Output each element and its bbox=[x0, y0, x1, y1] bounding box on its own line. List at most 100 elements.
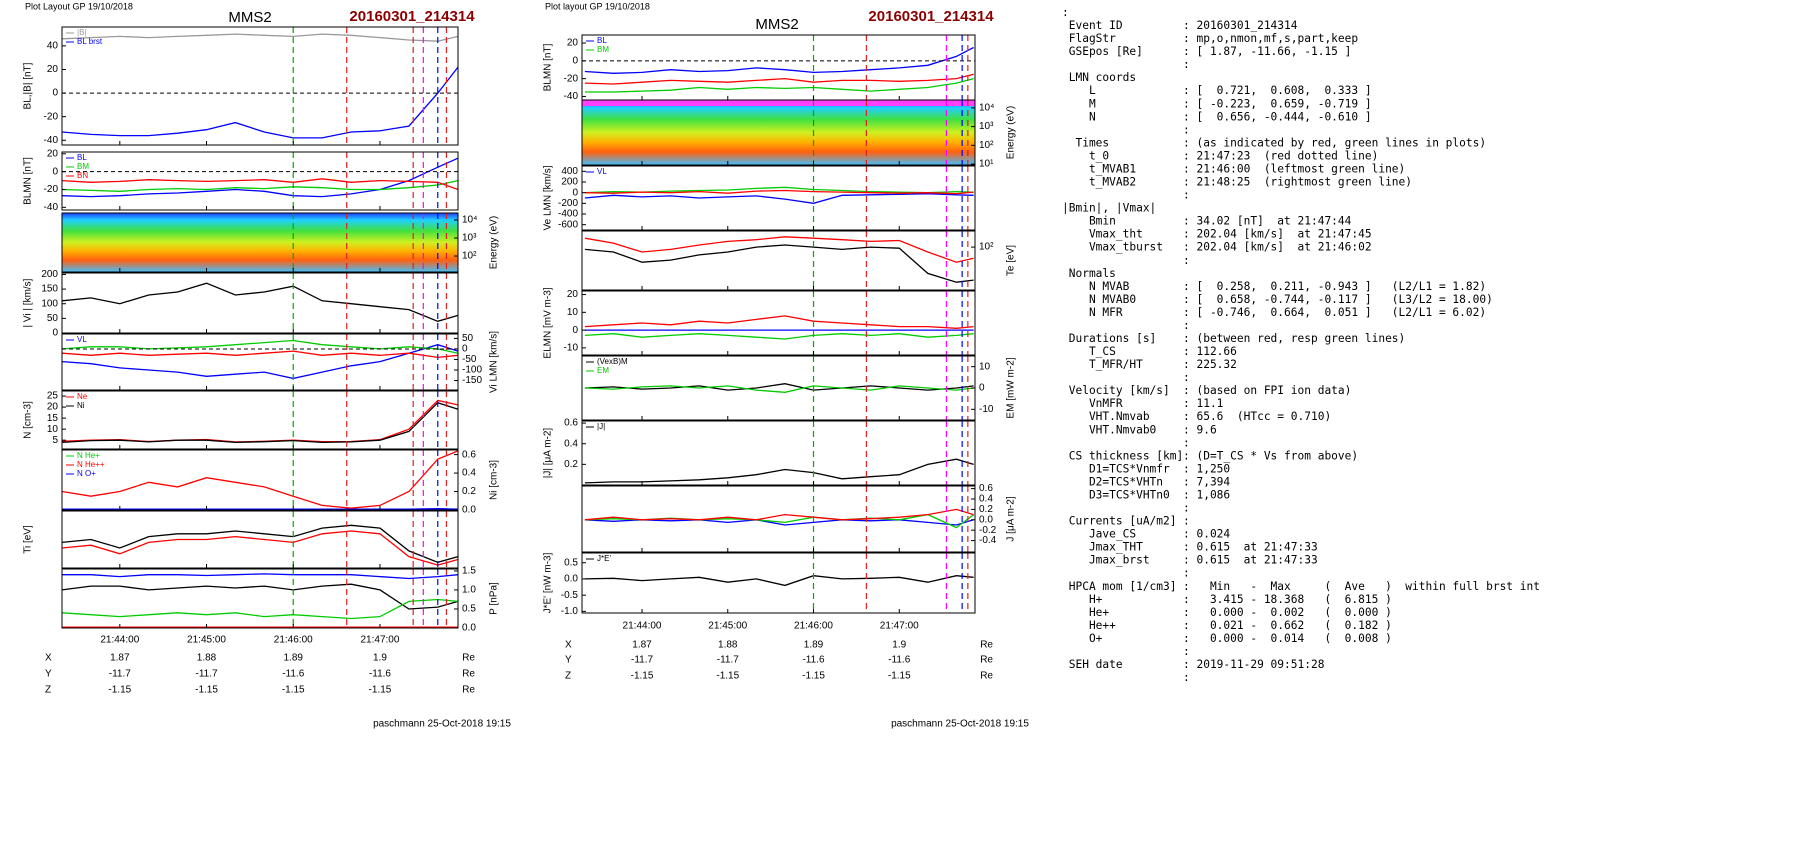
listing-label: M bbox=[1062, 97, 1096, 110]
coord-value: -1.15 bbox=[888, 671, 911, 682]
series-line bbox=[584, 77, 974, 93]
coord-unit: Re bbox=[462, 653, 475, 664]
panel-frame bbox=[61, 272, 459, 334]
figure-title: MMS2 bbox=[228, 9, 271, 26]
coord-unit: Re bbox=[980, 640, 993, 651]
listing-value: : 65.6 (HTcc = 0.710) bbox=[1183, 410, 1331, 423]
y-tick-label: 0 bbox=[52, 328, 58, 339]
panel-frame bbox=[61, 26, 459, 146]
y-tick-label: -0.5 bbox=[561, 590, 579, 601]
listing-label: t_0 bbox=[1062, 149, 1109, 162]
y-tick-label: 100 bbox=[41, 298, 58, 309]
y-tick-label: 0 bbox=[572, 325, 578, 336]
coord-value: -11.6 bbox=[802, 655, 824, 666]
listing-value: : 112.66 bbox=[1183, 345, 1237, 358]
listing-value: : bbox=[1183, 123, 1190, 136]
listing-value: : [ 0.721, 0.608, 0.333 ] bbox=[1183, 84, 1372, 97]
y-axis-label: Energy (eV) bbox=[489, 216, 500, 269]
series-line bbox=[61, 598, 459, 620]
coord-name: X bbox=[45, 653, 52, 664]
coord-value: -1.15 bbox=[108, 685, 131, 696]
coord-unit: Re bbox=[980, 655, 993, 666]
y-tick-label: 0 bbox=[52, 88, 58, 99]
listing-value: : [ 0.658, -0.744, -0.117 ] (L3/L2 = 18.… bbox=[1183, 293, 1493, 306]
panel: |B|BL brst -40 -20 0 20 40 BL,|B| [nT] bbox=[23, 26, 459, 146]
series-line bbox=[61, 399, 459, 443]
listing-value: : bbox=[1183, 371, 1190, 384]
coord-name: Z bbox=[565, 671, 571, 682]
y-tick-label: 20 bbox=[47, 64, 59, 75]
y-tick-label: -40 bbox=[44, 202, 59, 213]
coord-value: -11.7 bbox=[717, 655, 739, 666]
y-tick-label: 10⁴ bbox=[462, 215, 477, 226]
series-line bbox=[584, 189, 974, 195]
listing-label: t_MVAB1 bbox=[1062, 162, 1136, 175]
x-tick-label: 21:44:00 bbox=[623, 621, 662, 632]
series-line bbox=[584, 575, 974, 587]
listing-value: : bbox=[1183, 189, 1190, 202]
panel: N He+N He++N O+ 0.6 0.4 0.2 0.0 Ni [cm-3] bbox=[61, 449, 500, 516]
legend-label: BN bbox=[77, 171, 88, 180]
coord-value: -1.15 bbox=[195, 685, 218, 696]
legend-label: BM bbox=[77, 162, 89, 171]
y-tick-label: 10¹ bbox=[979, 159, 994, 170]
legend-label: Ne bbox=[77, 392, 88, 401]
y-tick-label: 10² bbox=[979, 242, 994, 253]
listing-value: : [ 1.87, -11.66, -1.15 ] bbox=[1183, 45, 1351, 58]
coord-value: -1.15 bbox=[282, 685, 305, 696]
y-tick-label: 25 bbox=[47, 391, 59, 402]
legend-label: |J| bbox=[597, 422, 605, 431]
y-tick-label: 0.2 bbox=[979, 504, 993, 515]
legend-label: EM bbox=[597, 366, 609, 375]
event-id: 20160301_214314 bbox=[868, 8, 994, 25]
listing-value: : bbox=[1183, 515, 1190, 528]
y-tick-label: 400 bbox=[561, 166, 578, 177]
listing-value: : 2019-11-29 09:51:28 bbox=[1183, 658, 1325, 671]
listing-label: FlagStr bbox=[1062, 32, 1116, 45]
y-axis-label: BL,|B| [nT] bbox=[23, 62, 34, 109]
listing-value: : 225.32 bbox=[1183, 358, 1237, 371]
y-tick-label: 20 bbox=[567, 289, 579, 300]
y-axis-label: EM [mW m-2] bbox=[1006, 357, 1017, 418]
y-axis-label: J*E' [nW m-3] bbox=[543, 552, 554, 613]
x-tick-label: 21:47:00 bbox=[360, 635, 399, 646]
listing-label: Jmax_THT bbox=[1062, 541, 1143, 554]
y-tick-label: 10² bbox=[462, 251, 477, 262]
coord-name: X bbox=[565, 640, 572, 651]
panel: 0.60.40.20.0-0.2-0.4 J [μA m-2] bbox=[581, 483, 1017, 553]
coord-value: -11.7 bbox=[109, 669, 131, 680]
y-tick-label: -10 bbox=[979, 404, 994, 415]
y-tick-label: 0.0 bbox=[462, 505, 476, 516]
event-id: 20160301_214314 bbox=[349, 8, 475, 25]
y-tick-label: -50 bbox=[462, 354, 477, 365]
coord-value: 1.87 bbox=[110, 653, 130, 664]
y-tick-label: 5 bbox=[52, 435, 58, 446]
listing-value: : (as indicated by red, green lines in p… bbox=[1183, 136, 1486, 149]
listing-label: HPCA mom [1/cm3] bbox=[1062, 580, 1177, 593]
panel-frame bbox=[61, 333, 459, 391]
coord-value: 1.89 bbox=[284, 653, 304, 664]
y-tick-label: 0 bbox=[52, 166, 58, 177]
panel-frame bbox=[581, 99, 976, 166]
panel-frame bbox=[61, 510, 459, 569]
listing-value: : 21:46:00 (leftmost green line) bbox=[1183, 162, 1405, 175]
panel-frame bbox=[581, 230, 976, 291]
listing-value: : bbox=[1183, 58, 1190, 71]
series-line bbox=[584, 236, 974, 263]
y-tick-label: -150 bbox=[462, 375, 482, 386]
coord-value: 1.87 bbox=[632, 640, 652, 651]
y-tick-label: -20 bbox=[44, 111, 59, 122]
y-tick-label: -10 bbox=[564, 343, 579, 354]
listing-value: : Min - Max ( Ave ) within full brst int bbox=[1183, 580, 1540, 593]
listing-value: : 11.1 bbox=[1183, 397, 1223, 410]
listing-label: D1=TCS*Vnmfr bbox=[1062, 462, 1170, 475]
y-tick-label: 0.5 bbox=[564, 557, 578, 568]
y-tick-label: 20 bbox=[567, 38, 579, 49]
y-tick-label: 10² bbox=[979, 140, 994, 151]
y-tick-label: 0.2 bbox=[564, 459, 578, 470]
figure: Plot layout GP 19/10/2018 MMS2 20160301_21… bbox=[543, 1, 1030, 729]
listing-label: Currents [uA/m2] bbox=[1062, 515, 1177, 528]
listing-value: : 1,250 bbox=[1183, 462, 1230, 475]
y-tick-label: 10 bbox=[567, 307, 579, 318]
